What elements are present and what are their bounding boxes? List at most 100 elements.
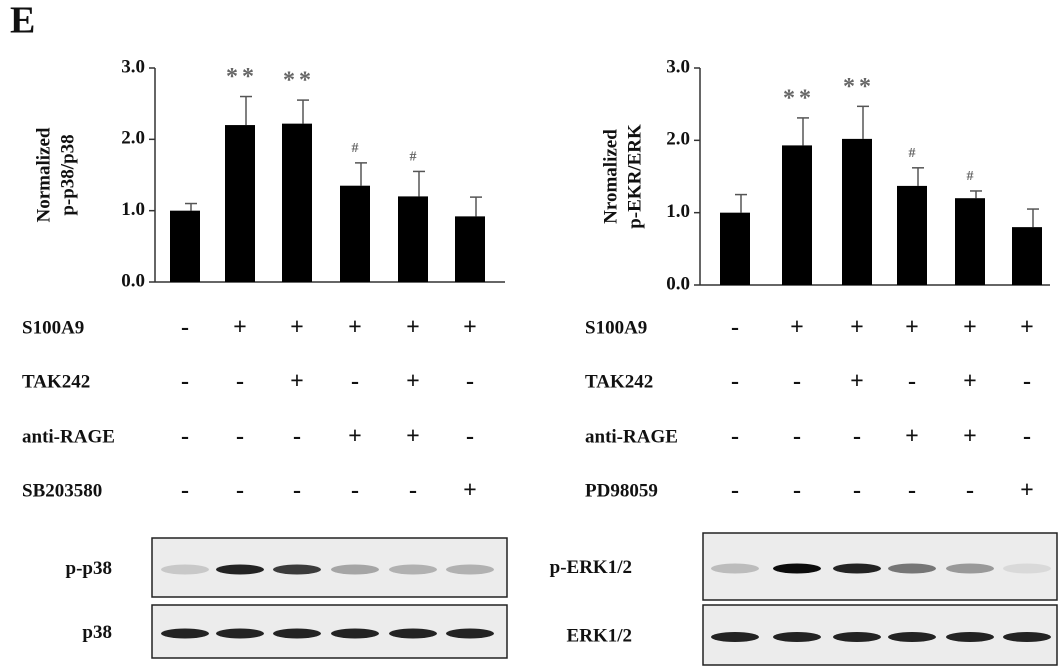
treatment-sign: - bbox=[731, 369, 739, 395]
treatment-sign: - bbox=[351, 478, 359, 504]
significance-mark: # bbox=[967, 169, 978, 184]
significance-mark: ** bbox=[843, 74, 875, 100]
treatment-sign: - bbox=[181, 315, 189, 341]
treatment-sign: + bbox=[963, 424, 977, 450]
blot-band bbox=[1003, 632, 1051, 642]
treatment-sign: - bbox=[293, 478, 301, 504]
significance-mark: # bbox=[352, 141, 363, 156]
treatment-name: anti-RAGE bbox=[22, 426, 115, 447]
treatment-sign: - bbox=[409, 478, 417, 504]
blot-band bbox=[711, 563, 759, 574]
bar bbox=[782, 145, 812, 285]
treatment-sign: - bbox=[351, 369, 359, 395]
blot-band bbox=[711, 632, 759, 642]
treatment-sign: - bbox=[1023, 369, 1031, 395]
treatment-sign: + bbox=[406, 424, 420, 450]
y-axis-label: p-p38/p38 bbox=[57, 134, 78, 215]
treatment-sign: - bbox=[181, 478, 189, 504]
bar bbox=[955, 198, 985, 285]
treatment-sign: + bbox=[905, 315, 919, 341]
blot-band bbox=[331, 564, 379, 575]
treatment-sign: + bbox=[963, 369, 977, 395]
blot-frame bbox=[151, 537, 508, 598]
treatment-sign: - bbox=[908, 369, 916, 395]
blot-label: p-ERK1/2 bbox=[550, 557, 632, 578]
treatment-sign: + bbox=[233, 315, 247, 341]
blot-band bbox=[389, 628, 437, 639]
treatment-sign: - bbox=[181, 424, 189, 450]
treatment-sign: - bbox=[236, 369, 244, 395]
treatment-sign: - bbox=[793, 424, 801, 450]
treatment-name: S100A9 bbox=[22, 317, 84, 338]
y-tick-label: 1.0 bbox=[121, 199, 145, 220]
y-axis-label: p-EKR/ERK bbox=[624, 124, 645, 229]
significance-mark: ** bbox=[783, 85, 815, 111]
blot-band bbox=[216, 628, 264, 639]
treatment-sign: - bbox=[731, 478, 739, 504]
treatment-sign: - bbox=[793, 478, 801, 504]
blot-label: p-p38 bbox=[66, 558, 112, 579]
y-tick-label: 2.0 bbox=[121, 128, 145, 149]
bar bbox=[455, 216, 485, 282]
treatment-sign: - bbox=[853, 478, 861, 504]
significance-mark: # bbox=[909, 146, 920, 161]
y-axis-label: Normalized bbox=[33, 127, 54, 222]
blot-label: p38 bbox=[82, 622, 112, 643]
blot-frame bbox=[702, 604, 1058, 666]
bar bbox=[340, 185, 370, 282]
treatment-sign: + bbox=[963, 315, 977, 341]
blot-band bbox=[833, 563, 881, 574]
bar bbox=[842, 138, 872, 285]
significance-mark: ** bbox=[226, 64, 258, 90]
blot-band bbox=[773, 632, 821, 642]
blot-band bbox=[1003, 563, 1051, 574]
blot-band bbox=[888, 632, 936, 642]
blot-frame bbox=[702, 532, 1058, 601]
treatment-sign: + bbox=[406, 315, 420, 341]
blot-band bbox=[446, 628, 494, 639]
blot-band bbox=[161, 564, 209, 575]
y-tick-label: 2.0 bbox=[666, 129, 690, 150]
blot-band bbox=[331, 628, 379, 639]
bar bbox=[897, 185, 927, 285]
treatment-sign: - bbox=[181, 369, 189, 395]
y-tick-label: 0.0 bbox=[666, 273, 690, 294]
significance-mark: ** bbox=[283, 68, 315, 94]
treatment-sign: - bbox=[966, 478, 974, 504]
bar bbox=[170, 210, 200, 282]
treatment-sign: - bbox=[1023, 424, 1031, 450]
bar bbox=[225, 125, 255, 282]
panel-label: E bbox=[10, 0, 35, 42]
y-axis-label: Nromalized bbox=[600, 129, 621, 224]
blot-frame bbox=[151, 604, 508, 659]
blot-band bbox=[833, 632, 881, 642]
treatment-sign: + bbox=[850, 315, 864, 341]
treatment-name: S100A9 bbox=[585, 317, 647, 338]
treatment-sign: - bbox=[236, 478, 244, 504]
treatment-sign: + bbox=[348, 315, 362, 341]
treatment-name: anti-RAGE bbox=[585, 426, 678, 447]
treatment-sign: + bbox=[290, 369, 304, 395]
treatment-sign: - bbox=[731, 424, 739, 450]
y-tick-label: 0.0 bbox=[121, 270, 145, 291]
treatment-sign: + bbox=[463, 478, 477, 504]
treatment-sign: - bbox=[853, 424, 861, 450]
blot-band bbox=[446, 564, 494, 575]
blot-band bbox=[389, 564, 437, 575]
treatment-sign: - bbox=[466, 369, 474, 395]
treatment-sign: + bbox=[905, 424, 919, 450]
blot-band bbox=[273, 564, 321, 575]
treatment-name: TAK242 bbox=[585, 371, 653, 392]
treatment-sign: + bbox=[1020, 315, 1034, 341]
treatment-sign: + bbox=[1020, 478, 1034, 504]
bar bbox=[398, 196, 428, 282]
y-tick-label: 3.0 bbox=[121, 56, 145, 77]
bar bbox=[720, 212, 750, 285]
blot-band bbox=[216, 564, 264, 575]
treatment-sign: - bbox=[293, 424, 301, 450]
blot-band bbox=[946, 563, 994, 574]
treatment-sign: - bbox=[793, 369, 801, 395]
blot-band bbox=[946, 632, 994, 642]
treatment-name: TAK242 bbox=[22, 371, 90, 392]
